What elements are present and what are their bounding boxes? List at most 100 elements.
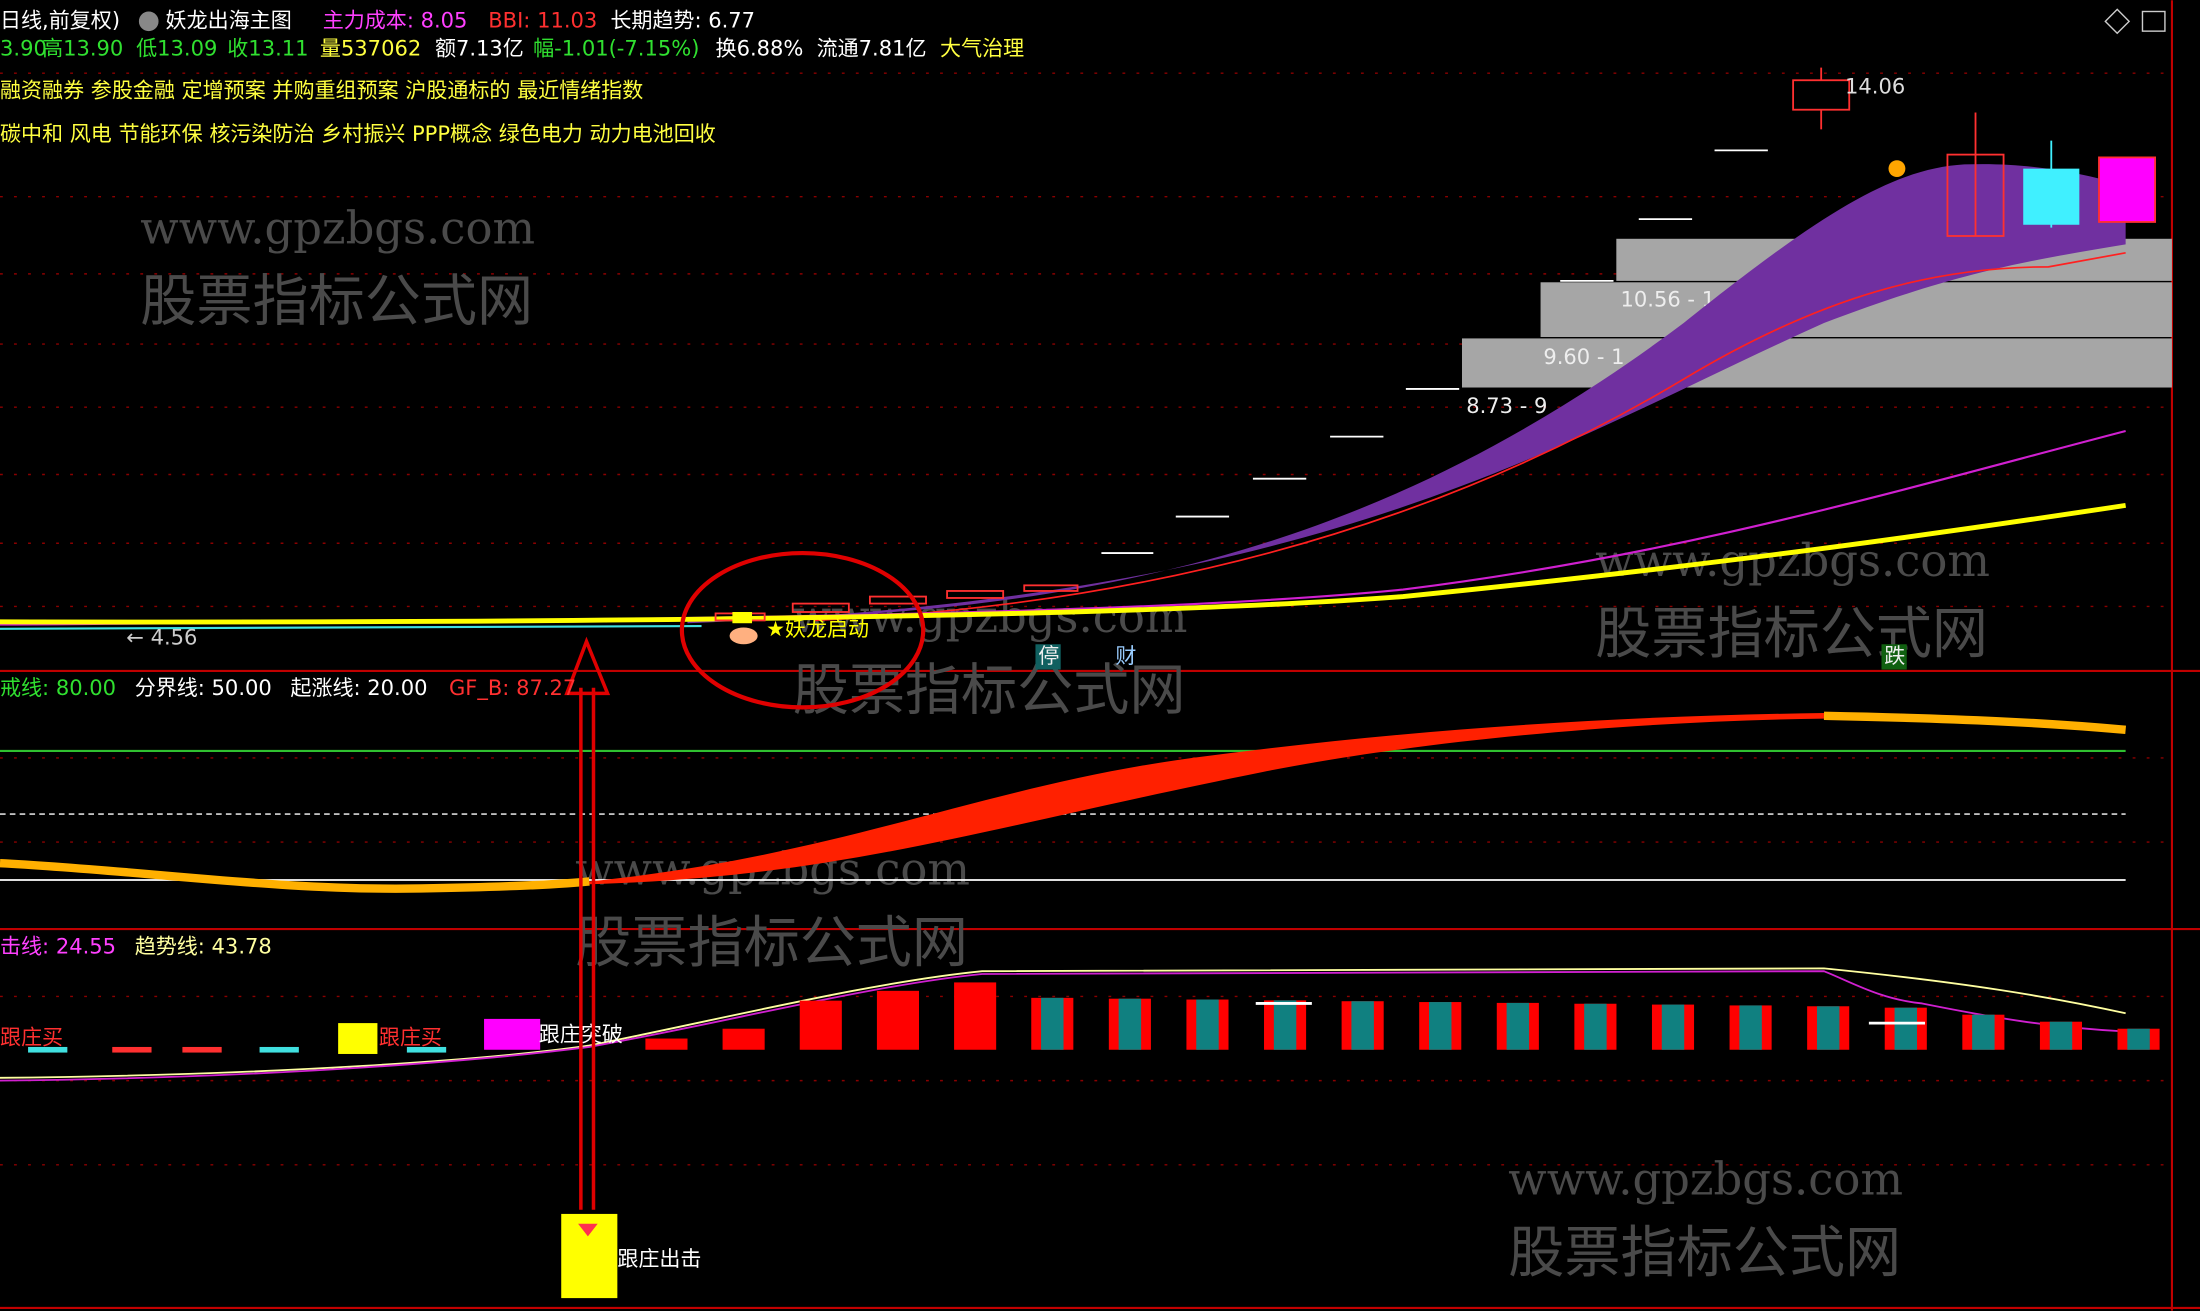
bbi: BBI: 11.03 (488, 7, 597, 32)
divide-label: 分界线: 50.00 (135, 675, 272, 700)
watermark-name: 股票指标公式网 (793, 658, 1186, 723)
tag-box (1035, 644, 1061, 670)
inner-bar (1894, 1007, 1918, 1050)
trend-line (0, 967, 2126, 1079)
gf-label: GF_B: 87.27 (449, 675, 576, 701)
indicator-name: 妖龙出海主图 (166, 7, 292, 32)
signal-label: 跟庄买 (0, 1025, 63, 1050)
diamond-icon (578, 1223, 598, 1237)
quote-float: 流通7.81亿 (817, 35, 927, 60)
tag: 跌 (1884, 643, 1905, 668)
inner-bar (1196, 999, 1219, 1050)
watermark-name: 股票指标公式网 (140, 270, 533, 335)
window-button[interactable] (2104, 8, 2131, 35)
runner-icon (1888, 160, 1906, 178)
signal-icon (338, 1023, 378, 1054)
quote-high: 高13.90 (42, 35, 123, 60)
watermark-url: www.gpzbgs.com (1595, 534, 1990, 587)
red-bar (799, 1000, 842, 1050)
candle (1946, 153, 2005, 237)
strike-label: 击线: 24.55 (0, 933, 116, 958)
orange-line (0, 858, 590, 893)
dash-marker (112, 1046, 152, 1053)
candle (2023, 168, 2080, 225)
main-cost: 主力成本: 8.05 (323, 7, 468, 32)
quote-change: 幅-1.01(-7.15%) (533, 35, 699, 60)
dash-marker (28, 1046, 68, 1053)
inner-bar (1816, 1006, 1840, 1050)
inner-bar (1041, 997, 1064, 1050)
watermark-url: www.gpzbgs.com (140, 201, 535, 254)
quote-open: 3.90 (0, 35, 47, 60)
yellow-line (0, 502, 2127, 625)
long-trend: 长期趋势: 6.77 (610, 7, 755, 32)
inner-bar (1506, 1002, 1530, 1050)
profile-label: 9.60 - 1 (1543, 344, 1624, 369)
watermark-url: www.gpzbgs.com (1508, 1153, 1903, 1206)
quote-amount: 额7.13亿 (435, 35, 524, 60)
quote-close: 收13.11 (227, 35, 308, 60)
rising-ribbon (589, 713, 1824, 885)
inner-bar (2049, 1021, 2073, 1050)
low-price-label: ← 4.56 (126, 625, 197, 650)
high-price-label: 14.06 (1845, 73, 1905, 98)
watermark-name: 股票指标公式网 (1595, 602, 1988, 667)
watermark-name: 股票指标公式网 (575, 911, 968, 976)
header: 日线,前复权) 妖龙出海主图 主力成本: 8.05 BBI: 11.03 长期趋… (0, 7, 2166, 958)
candle (1023, 584, 1079, 592)
period: 日线,前复权) (0, 7, 120, 32)
indicator-bars (28, 982, 2160, 1053)
trend-ribbon (687, 164, 2126, 624)
dash-marker (406, 1046, 447, 1053)
annotation-arrow (564, 636, 611, 1210)
tag: 停 (1038, 643, 1059, 668)
concepts: 融资融券 参股金融 定增预案 并购重组预案 沪股通标的 最近情绪指数 (0, 77, 643, 102)
orange-line (1823, 711, 2127, 735)
candle (791, 602, 850, 613)
candle (1792, 79, 1851, 111)
rise-label: 起涨线: 20.00 (290, 675, 427, 700)
quote-low: 低13.09 (136, 35, 217, 60)
signal-label: 跟庄买 (379, 1025, 442, 1050)
inner-bar (1118, 998, 1142, 1050)
trend-label: 趋势线: 43.78 (135, 933, 272, 958)
inner-bar (2127, 1028, 2150, 1050)
inner-bar (1739, 1005, 1762, 1050)
signal-label: 跟庄出击 (617, 1246, 701, 1271)
inner-bar (1351, 1001, 1374, 1050)
dropdown-icon[interactable] (138, 11, 159, 32)
tag-box (1881, 644, 1907, 670)
watermark-name: 股票指标公式网 (1508, 1221, 1901, 1286)
dash-marker (259, 1046, 299, 1053)
candle (868, 595, 927, 605)
quote-volume: 量537062 (320, 35, 421, 60)
dash-marker (182, 1046, 222, 1053)
inner-bar (1429, 1002, 1452, 1050)
cyan-line (0, 624, 702, 630)
red-bar (645, 1038, 688, 1050)
window-button[interactable] (2141, 10, 2166, 32)
arrow-head (564, 636, 611, 696)
signal-icon (484, 1018, 541, 1050)
tag: 财 (1115, 643, 1136, 668)
profile-label: 8.73 - 9 (1466, 393, 1547, 418)
red-bar (876, 990, 920, 1050)
start-signal: ★妖龙启动 (766, 616, 869, 641)
concepts: 碳中和 风电 节能环保 核污染防治 乡村振兴 PPP概念 绿色电力 动力电池回收 (0, 121, 716, 146)
quote-sector: 大气治理 (940, 35, 1024, 60)
inner-bar (1584, 1003, 1607, 1050)
diamond-icon (729, 627, 758, 645)
red-bar (722, 1028, 765, 1050)
profile-label: 10.56 - 1 (1621, 287, 1716, 312)
candle (946, 590, 1005, 599)
candle (2098, 156, 2157, 223)
strike-line (0, 970, 2126, 1082)
highlight-circle (679, 550, 926, 710)
candles: 14.06 (714, 67, 2157, 622)
inner-bar (1273, 1000, 1297, 1050)
profile-bar (1461, 338, 2172, 388)
signal-marker (732, 612, 753, 624)
